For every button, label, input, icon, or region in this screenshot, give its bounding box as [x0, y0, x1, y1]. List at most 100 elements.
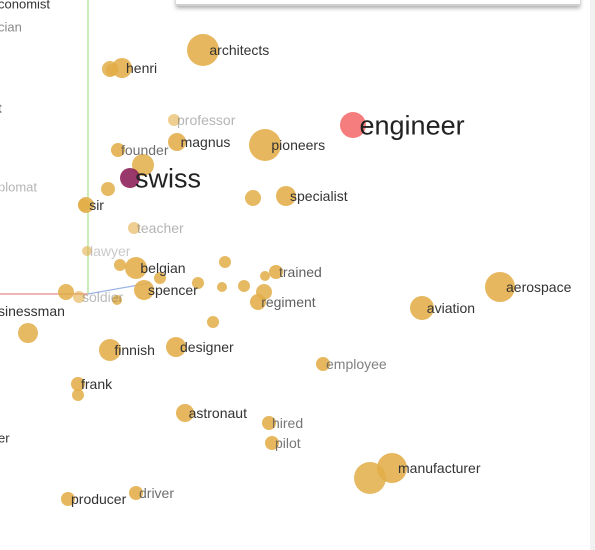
data-point[interactable]	[250, 294, 266, 310]
data-point[interactable]	[176, 404, 194, 422]
point-trained[interactable]: trained	[269, 264, 322, 280]
data-point[interactable]	[260, 271, 270, 281]
point-label: belgian	[140, 260, 185, 276]
point-conomist[interactable]: conomist	[0, 0, 50, 12]
point-label: aviation	[427, 300, 475, 316]
data-point[interactable]	[377, 453, 407, 483]
data-point[interactable]	[340, 112, 366, 138]
point-label: cian	[0, 20, 22, 35]
point-regiment[interactable]: regiment	[250, 294, 316, 310]
data-point[interactable]	[18, 323, 38, 343]
data-point[interactable]	[219, 256, 231, 268]
point-hired[interactable]: hired	[262, 415, 303, 431]
point-pilot[interactable]: pilot	[265, 435, 301, 451]
data-point[interactable]	[114, 259, 126, 271]
point-t[interactable]: t	[0, 101, 2, 116]
data-point[interactable]	[101, 182, 115, 196]
data-point[interactable]	[276, 186, 296, 206]
point-professor[interactable]: professor	[168, 112, 236, 128]
point-finnish[interactable]: finnish	[99, 339, 155, 361]
data-point[interactable]	[166, 337, 186, 357]
data-point[interactable]	[78, 197, 94, 213]
point-label: frank	[81, 376, 113, 392]
data-point[interactable]	[99, 339, 121, 361]
point-spencer[interactable]: spencer	[134, 280, 198, 300]
point-driver[interactable]: driver	[129, 485, 174, 501]
data-point[interactable]	[120, 168, 140, 188]
data-point[interactable]	[112, 295, 122, 305]
data-point[interactable]	[154, 272, 166, 284]
point-founder[interactable]: founder	[111, 142, 169, 158]
point-label: magnus	[181, 134, 231, 150]
data-point[interactable]	[128, 222, 140, 234]
point-astronaut[interactable]: astronaut	[176, 404, 247, 422]
right-scroll-strip	[590, 0, 595, 550]
point-label: pioneers	[271, 137, 325, 153]
point-aviation[interactable]: aviation	[410, 296, 475, 320]
data-point[interactable]	[71, 377, 85, 391]
top-panel	[176, 0, 580, 6]
point-manufacturer[interactable]: manufacturer	[377, 453, 481, 483]
point-designer[interactable]: designer	[166, 337, 234, 357]
data-point[interactable]	[58, 284, 74, 300]
point-label: astronaut	[189, 405, 247, 421]
point-sir[interactable]: sir	[78, 197, 104, 213]
point-belgian[interactable]: belgian	[125, 257, 186, 279]
point-lawyer[interactable]: lawyer	[82, 243, 131, 259]
point-frank[interactable]: frank	[71, 376, 113, 392]
data-point[interactable]	[61, 492, 75, 506]
point-producer[interactable]: producer	[61, 491, 127, 507]
data-point[interactable]	[72, 389, 84, 401]
point-aerospace[interactable]: aerospace	[485, 272, 572, 302]
point-soldier[interactable]: soldier	[73, 289, 124, 305]
point-plomat[interactable]: plomat	[0, 180, 37, 195]
data-point[interactable]	[192, 277, 204, 289]
labeled-points: conomist cian architects henri t professor eng…	[0, 0, 572, 507]
data-point[interactable]	[82, 246, 92, 256]
point-er[interactable]: er	[0, 431, 10, 446]
data-point[interactable]	[217, 282, 227, 292]
point-label: teacher	[137, 220, 184, 236]
data-point[interactable]	[262, 416, 276, 430]
point-label: sir	[89, 197, 104, 213]
point-specialist[interactable]: specialist	[276, 186, 348, 206]
data-point[interactable]	[207, 316, 219, 328]
point-label: swiss	[135, 163, 201, 193]
point-swiss[interactable]: swiss	[120, 163, 201, 193]
data-point[interactable]	[134, 280, 154, 300]
point-label: henri	[126, 60, 157, 76]
data-point[interactable]	[238, 280, 250, 292]
point-henri[interactable]: henri	[112, 58, 157, 78]
data-point[interactable]	[111, 143, 125, 157]
point-magnus[interactable]: magnus	[168, 133, 230, 151]
data-point[interactable]	[132, 154, 154, 176]
data-point[interactable]	[125, 257, 147, 279]
point-label: driver	[139, 485, 174, 501]
data-point[interactable]	[485, 272, 515, 302]
data-point[interactable]	[187, 34, 219, 66]
data-point[interactable]	[129, 486, 143, 500]
point-cian[interactable]: cian	[0, 20, 22, 35]
data-point[interactable]	[316, 357, 330, 371]
data-point[interactable]	[168, 133, 186, 151]
point-architects[interactable]: architects	[187, 34, 269, 66]
point-label: regiment	[261, 294, 316, 310]
data-point[interactable]	[249, 129, 281, 161]
data-point[interactable]	[265, 436, 279, 450]
point-teacher[interactable]: teacher	[128, 220, 184, 236]
data-point[interactable]	[269, 265, 283, 279]
point-employee[interactable]: employee	[316, 356, 387, 372]
data-point[interactable]	[168, 114, 180, 126]
point-label: architects	[209, 42, 269, 58]
data-point[interactable]	[410, 296, 434, 320]
data-point[interactable]	[112, 58, 132, 78]
point-label: t	[0, 101, 2, 116]
data-point[interactable]	[245, 190, 261, 206]
data-point[interactable]	[73, 291, 85, 303]
point-pioneers[interactable]: pioneers	[249, 129, 325, 161]
point-sinessman[interactable]: sinessman	[0, 303, 65, 319]
point-label: manufacturer	[398, 460, 481, 476]
point-engineer[interactable]: engineer	[340, 110, 465, 140]
